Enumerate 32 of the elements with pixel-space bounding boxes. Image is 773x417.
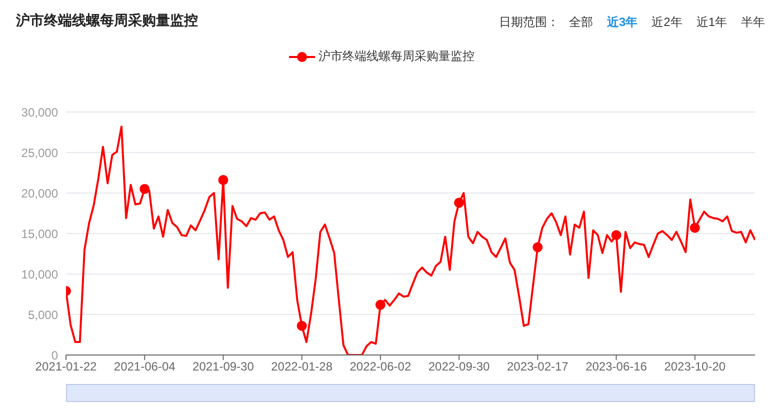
x-tick-label: 2023-02-17: [506, 360, 569, 374]
x-tick-label: 2022-01-28: [271, 360, 333, 374]
legend-label: 沪市终端线螺每周采购量监控: [318, 48, 474, 65]
x-tick-label: 2021-01-22: [35, 360, 98, 374]
point: [690, 222, 700, 233]
y-tick-label: 0: [51, 348, 58, 362]
point: [454, 198, 464, 208]
text: 近3年: [606, 14, 638, 31]
point: [611, 230, 622, 240]
text: 半年: [741, 14, 765, 31]
x-tick-label: 2023-06-16: [586, 360, 648, 374]
y-tick-label: 25,000: [21, 146, 58, 160]
x-tick-label: 2022-09-30: [428, 360, 490, 374]
x-tick-label: 2022-06-02: [350, 360, 412, 374]
x-tick-label: 2021-06-04: [114, 360, 176, 374]
x-tick-label: 2021-09-30: [192, 360, 254, 374]
text: 近2年: [652, 14, 682, 31]
point: [296, 320, 307, 331]
y-tick-label: 20,000: [21, 186, 58, 200]
point: [218, 175, 228, 186]
x-tick-label: 2023-10-20: [664, 360, 726, 374]
y-tick-label: 15,000: [21, 226, 58, 241]
text: 全部: [568, 14, 593, 31]
text: 日期范围：: [498, 14, 559, 31]
y-tick-label: 30,000: [21, 105, 58, 120]
point: [532, 242, 543, 252]
point: [375, 300, 386, 310]
text: 近1年: [696, 14, 727, 31]
chart-title: 沪市终端线螺每周采购量监控: [16, 12, 198, 30]
y-tick-label: 5,000: [28, 308, 58, 322]
y-tick-label: 10,000: [21, 267, 58, 282]
point: [140, 184, 150, 194]
